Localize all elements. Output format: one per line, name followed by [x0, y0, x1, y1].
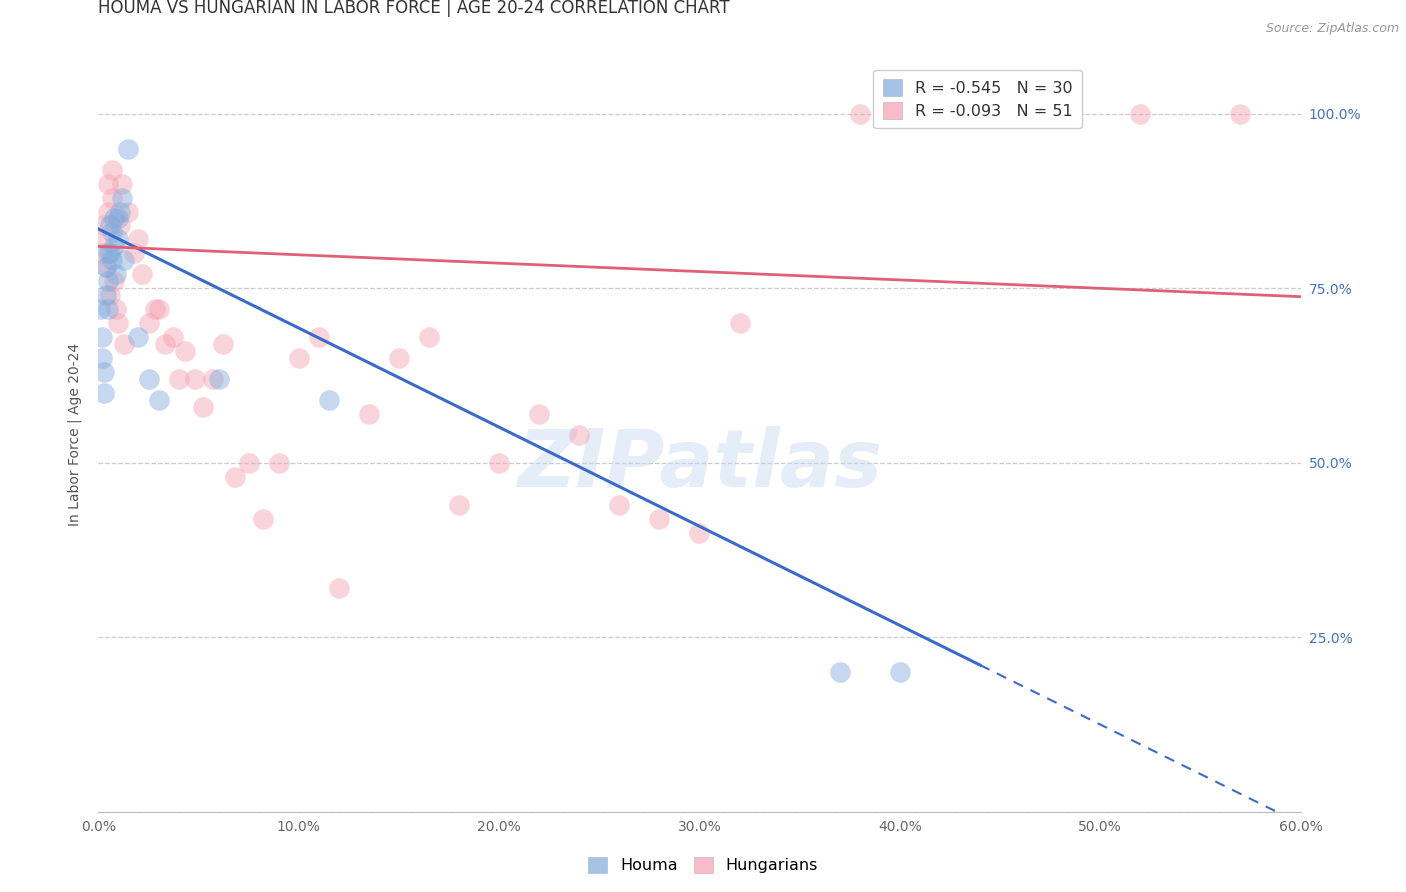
Point — [131, 268, 153, 282]
Point — [208, 372, 231, 386]
Point — [128, 330, 150, 344]
Point — [288, 351, 311, 365]
Point — [93, 386, 115, 401]
Point — [153, 337, 176, 351]
Point — [1129, 107, 1152, 121]
Point — [124, 246, 146, 260]
Point — [107, 232, 129, 246]
Point — [148, 302, 170, 317]
Legend: Houma, Hungarians: Houma, Hungarians — [582, 850, 824, 880]
Point — [173, 344, 195, 359]
Point — [114, 337, 136, 351]
Point — [488, 456, 510, 470]
Point — [91, 330, 114, 344]
Point — [267, 456, 290, 470]
Point — [103, 239, 125, 253]
Point — [201, 372, 224, 386]
Point — [93, 365, 115, 379]
Point — [211, 337, 233, 351]
Point — [103, 274, 125, 288]
Point — [849, 107, 872, 121]
Point — [318, 392, 340, 407]
Point — [138, 316, 160, 330]
Point — [167, 372, 190, 386]
Point — [89, 302, 111, 317]
Point — [101, 253, 124, 268]
Point — [728, 316, 751, 330]
Point — [143, 302, 166, 317]
Point — [889, 665, 911, 680]
Point — [103, 211, 125, 226]
Point — [447, 498, 470, 512]
Y-axis label: In Labor Force | Age 20-24: In Labor Force | Age 20-24 — [67, 343, 83, 526]
Point — [183, 372, 205, 386]
Point — [609, 498, 631, 512]
Point — [252, 511, 274, 525]
Point — [91, 351, 114, 365]
Point — [111, 177, 134, 191]
Point — [111, 190, 134, 204]
Point — [101, 226, 124, 240]
Point — [1229, 107, 1251, 121]
Point — [100, 288, 122, 302]
Legend: R = -0.545   N = 30, R = -0.093   N = 51: R = -0.545 N = 30, R = -0.093 N = 51 — [873, 70, 1083, 128]
Point — [191, 400, 214, 414]
Text: ZIPatlas: ZIPatlas — [517, 426, 882, 504]
Point — [96, 260, 118, 275]
Point — [101, 190, 124, 204]
Point — [91, 246, 114, 260]
Point — [105, 268, 128, 282]
Point — [128, 232, 150, 246]
Point — [110, 219, 132, 233]
Point — [105, 302, 128, 317]
Point — [97, 274, 120, 288]
Point — [238, 456, 260, 470]
Point — [162, 330, 184, 344]
Point — [114, 253, 136, 268]
Point — [357, 407, 380, 421]
Point — [97, 246, 120, 260]
Point — [148, 392, 170, 407]
Point — [117, 142, 139, 156]
Text: Source: ZipAtlas.com: Source: ZipAtlas.com — [1265, 22, 1399, 36]
Point — [110, 204, 132, 219]
Point — [96, 260, 118, 275]
Point — [828, 665, 851, 680]
Point — [93, 219, 115, 233]
Point — [107, 316, 129, 330]
Point — [568, 428, 591, 442]
Point — [308, 330, 330, 344]
Point — [418, 330, 440, 344]
Point — [97, 204, 120, 219]
Point — [224, 469, 246, 483]
Point — [107, 211, 129, 226]
Point — [101, 162, 124, 177]
Point — [648, 511, 671, 525]
Point — [138, 372, 160, 386]
Point — [97, 302, 120, 317]
Point — [529, 407, 551, 421]
Point — [100, 219, 122, 233]
Point — [89, 232, 111, 246]
Point — [100, 246, 122, 260]
Point — [117, 204, 139, 219]
Point — [689, 525, 711, 540]
Point — [97, 177, 120, 191]
Point — [96, 288, 118, 302]
Point — [328, 582, 350, 596]
Text: HOUMA VS HUNGARIAN IN LABOR FORCE | AGE 20-24 CORRELATION CHART: HOUMA VS HUNGARIAN IN LABOR FORCE | AGE … — [98, 0, 730, 17]
Point — [388, 351, 411, 365]
